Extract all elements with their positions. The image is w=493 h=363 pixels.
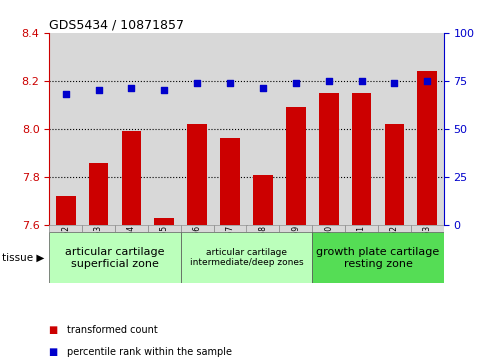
Bar <box>154 218 174 225</box>
Point <box>357 78 365 84</box>
Text: GSM1310362: GSM1310362 <box>390 225 399 276</box>
Bar <box>49 232 181 283</box>
Bar <box>220 138 240 225</box>
Bar <box>312 225 345 232</box>
Bar <box>378 225 411 232</box>
Point <box>259 86 267 91</box>
Text: transformed count: transformed count <box>67 325 157 335</box>
Text: articular cartilage
intermediate/deep zones: articular cartilage intermediate/deep zo… <box>190 248 303 268</box>
Bar <box>89 163 108 225</box>
Bar <box>280 225 312 232</box>
Bar <box>148 225 181 232</box>
Bar <box>385 124 404 225</box>
Point <box>226 80 234 86</box>
Text: GSM1310357: GSM1310357 <box>226 225 235 276</box>
Text: GSM1310358: GSM1310358 <box>258 225 267 276</box>
Bar <box>49 225 82 232</box>
Bar <box>213 225 246 232</box>
Bar <box>246 225 280 232</box>
Text: GSM1310355: GSM1310355 <box>160 225 169 276</box>
Bar <box>187 124 207 225</box>
Bar <box>312 232 444 283</box>
Bar <box>286 107 306 225</box>
Text: GSM1310360: GSM1310360 <box>324 225 333 276</box>
Bar <box>253 175 273 225</box>
Point <box>160 87 168 93</box>
Point <box>193 80 201 86</box>
Text: GSM1310356: GSM1310356 <box>193 225 202 276</box>
Text: GSM1310363: GSM1310363 <box>423 225 432 276</box>
Bar <box>181 225 213 232</box>
Point <box>62 91 70 97</box>
Point <box>95 87 103 93</box>
Bar <box>115 225 148 232</box>
Bar <box>352 93 371 225</box>
Text: ■: ■ <box>49 347 62 357</box>
Text: ■: ■ <box>49 325 62 335</box>
Text: GDS5434 / 10871857: GDS5434 / 10871857 <box>49 19 184 32</box>
Point <box>390 80 398 86</box>
Bar <box>319 93 339 225</box>
Text: percentile rank within the sample: percentile rank within the sample <box>67 347 232 357</box>
Point <box>128 86 136 91</box>
Bar <box>418 71 437 225</box>
Bar <box>411 225 444 232</box>
Point <box>292 80 300 86</box>
Text: articular cartilage
superficial zone: articular cartilage superficial zone <box>65 247 165 269</box>
Text: growth plate cartilage
resting zone: growth plate cartilage resting zone <box>317 247 440 269</box>
Bar <box>181 232 312 283</box>
Text: GSM1310359: GSM1310359 <box>291 225 300 276</box>
Point <box>325 78 333 84</box>
Point <box>423 78 431 84</box>
Text: tissue ▶: tissue ▶ <box>2 253 45 263</box>
Bar <box>345 225 378 232</box>
Text: GSM1310353: GSM1310353 <box>94 225 103 276</box>
Text: GSM1310354: GSM1310354 <box>127 225 136 276</box>
Bar <box>122 131 141 225</box>
Text: GSM1310361: GSM1310361 <box>357 225 366 276</box>
Bar <box>82 225 115 232</box>
Bar <box>56 196 75 225</box>
Text: GSM1310352: GSM1310352 <box>61 225 70 276</box>
